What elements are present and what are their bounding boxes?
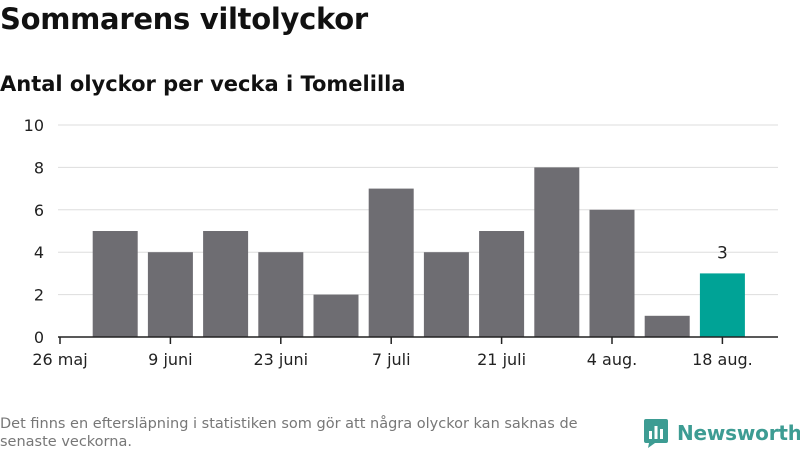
bar xyxy=(258,252,304,337)
y-tick-label: 6 xyxy=(34,201,44,220)
bar xyxy=(589,209,635,337)
bar xyxy=(644,315,690,337)
bars xyxy=(92,167,745,337)
chart-title: Sommarens viltolyckor xyxy=(0,2,368,36)
data-labels: 3 xyxy=(717,243,728,263)
bar xyxy=(313,294,359,337)
y-tick-label: 8 xyxy=(34,158,44,177)
bar-chart-logo-icon xyxy=(644,419,668,448)
brand-name: Newsworthy xyxy=(677,421,800,445)
bar xyxy=(423,252,469,337)
chart-subtitle: Antal olyckor per vecka i Tomelilla xyxy=(0,72,406,96)
x-tick-label: 23 juni xyxy=(253,350,308,369)
bar xyxy=(699,273,745,337)
bar xyxy=(147,252,193,337)
y-tick-label: 2 xyxy=(34,286,44,305)
x-tick-label: 9 juni xyxy=(148,350,192,369)
bar xyxy=(92,231,138,337)
x-tick-label: 26 maj xyxy=(32,350,87,369)
bar-chart: 3 0 2 4 6 8 10 26 maj 9 juni 23 juni 7 juli 21 ju… xyxy=(24,116,778,369)
bar xyxy=(479,231,525,337)
y-tick-label: 10 xyxy=(24,116,44,135)
x-axis: 26 maj 9 juni 23 juni 7 juli 21 juli 4 aug. 18… xyxy=(32,336,778,369)
bar xyxy=(368,188,414,337)
y-axis-ticks: 0 2 4 6 8 10 xyxy=(24,116,44,347)
brand: Newsworthy xyxy=(643,418,800,448)
x-tick-label: 7 juli xyxy=(372,350,411,369)
x-tick-label: 21 juli xyxy=(477,350,526,369)
footnote: Det finns en eftersläpning i statistiken… xyxy=(0,416,578,450)
y-tick-label: 0 xyxy=(34,328,44,347)
y-tick-label: 4 xyxy=(34,243,44,262)
data-label: 3 xyxy=(717,243,728,263)
bar xyxy=(203,231,249,337)
x-tick-label: 4 aug. xyxy=(587,350,637,369)
x-tick-label: 18 aug. xyxy=(692,350,753,369)
bar xyxy=(534,167,580,337)
